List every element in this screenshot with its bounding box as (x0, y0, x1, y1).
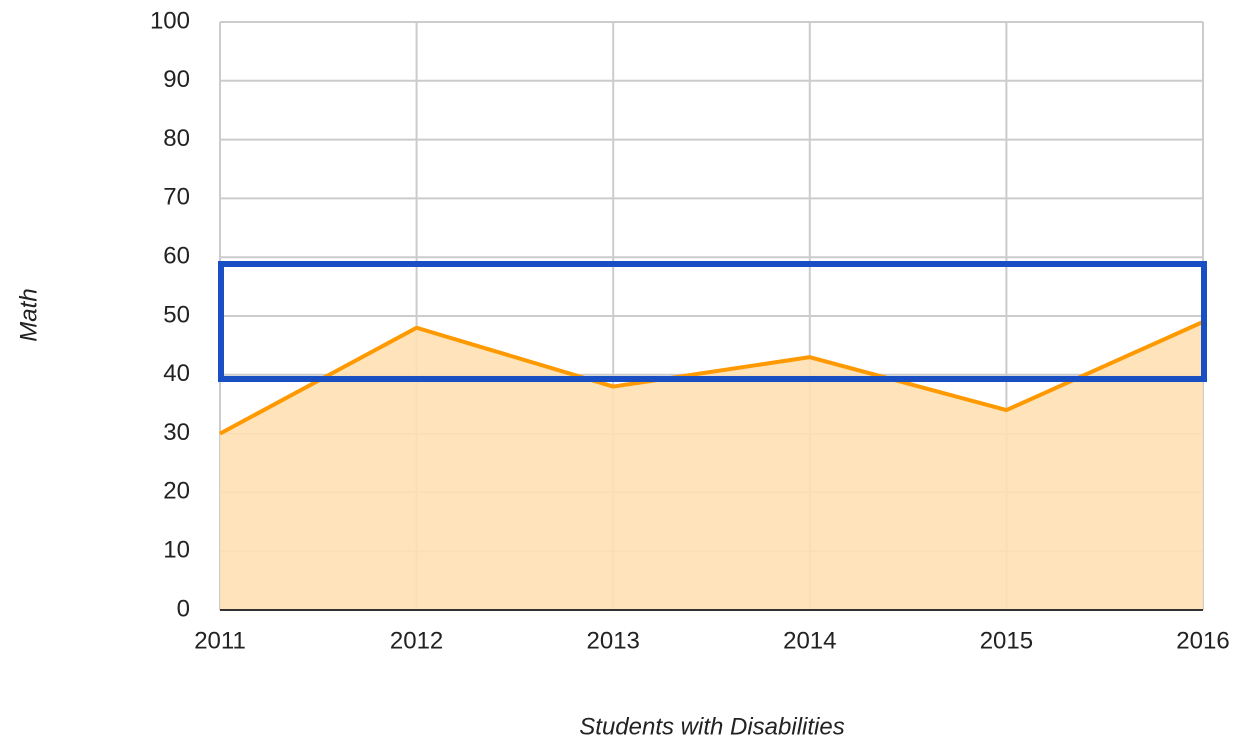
y-tick-label: 30 (163, 419, 190, 446)
x-tick-label: 2014 (783, 627, 836, 654)
y-tick-label: 0 (177, 595, 190, 622)
y-tick-label: 10 (163, 537, 190, 564)
x-tick-label: 2015 (980, 627, 1033, 654)
x-axis-title: Students with Disabilities (579, 713, 844, 740)
y-axis-title: Math (15, 288, 42, 341)
y-tick-label: 20 (163, 478, 190, 505)
x-tick-label: 2011 (194, 627, 246, 654)
y-tick-label: 70 (163, 184, 190, 211)
y-tick-label: 80 (163, 125, 190, 152)
y-tick-label: 100 (150, 7, 190, 34)
x-tick-label: 2016 (1176, 627, 1229, 654)
y-tick-label: 90 (163, 66, 190, 93)
area-line (219, 320, 1204, 436)
x-tick-label: 2013 (587, 627, 640, 654)
y-tick-label: 60 (163, 243, 190, 270)
highlight-box (218, 261, 1207, 382)
area-fill (220, 321, 1203, 610)
x-tick-label: 2012 (390, 627, 443, 654)
y-tick-label: 40 (163, 360, 190, 387)
y-tick-label: 50 (163, 301, 190, 328)
